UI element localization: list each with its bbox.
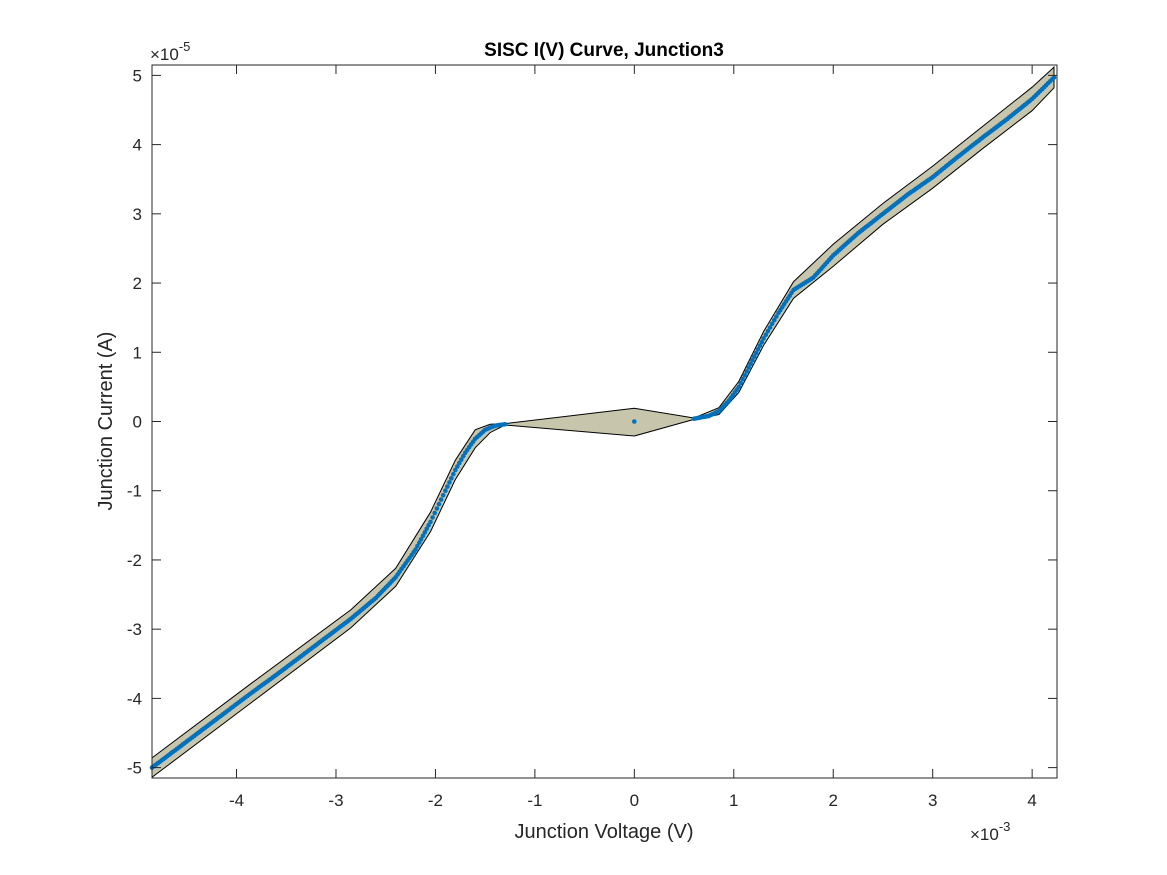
data-point xyxy=(455,464,460,469)
data-point xyxy=(436,501,442,507)
x-axis-ticks: -4 -3 -2 -1 0 1 2 3 4 xyxy=(229,65,1037,810)
x-tick-label: 3 xyxy=(928,791,937,810)
y-tick-label: -3 xyxy=(127,620,142,639)
y-tick-label: 4 xyxy=(133,136,142,155)
data-point xyxy=(502,422,508,427)
x-exponent-base: ×10 xyxy=(970,825,999,844)
y-exponent-base: ×10 xyxy=(150,45,179,64)
y-tick-label: 0 xyxy=(133,413,142,432)
confidence-band xyxy=(151,65,1055,779)
data-point xyxy=(736,384,742,390)
data-point xyxy=(413,547,418,552)
x-tick-label: -4 xyxy=(229,791,244,810)
y-axis-label: Junction Current (A) xyxy=(95,332,117,511)
data-point xyxy=(761,336,766,341)
x-axis-label: Junction Voltage (V) xyxy=(515,821,694,843)
data-point xyxy=(453,467,458,473)
x-tick-label: 2 xyxy=(829,791,838,810)
data-point xyxy=(772,317,777,323)
data-point xyxy=(750,357,755,363)
data-point xyxy=(752,354,757,359)
data-point xyxy=(438,497,444,502)
data-point xyxy=(451,471,456,477)
data-point xyxy=(757,343,763,349)
data-point xyxy=(434,506,440,511)
data-point xyxy=(742,373,747,378)
data-point xyxy=(769,321,775,327)
data-points xyxy=(149,75,1057,770)
x-exponent-power: -3 xyxy=(999,819,1011,834)
data-point xyxy=(415,543,420,549)
x-tick-label: 1 xyxy=(729,791,738,810)
data-point xyxy=(765,328,771,334)
x-exponent-label: ×10-3 xyxy=(970,819,1010,844)
y-tick-label: 5 xyxy=(133,66,142,85)
data-point xyxy=(632,419,637,424)
chart-title: SISC I(V) Curve, Junction3 xyxy=(484,40,724,61)
data-point xyxy=(759,339,765,345)
data-point xyxy=(420,533,426,538)
x-tick-label: -2 xyxy=(428,791,443,810)
data-point xyxy=(449,476,454,481)
y-tick-label: 3 xyxy=(133,205,142,224)
data-point xyxy=(755,347,761,352)
data-point xyxy=(763,332,769,338)
x-tick-label: 4 xyxy=(1027,791,1036,810)
data-point xyxy=(738,380,743,386)
data-point xyxy=(445,484,450,489)
x-tick-label: -3 xyxy=(328,791,343,810)
x-tick-label: 0 xyxy=(630,791,639,810)
data-point xyxy=(748,361,753,367)
data-point xyxy=(746,365,751,370)
data-point xyxy=(753,350,759,356)
y-tick-label: -1 xyxy=(127,482,142,501)
y-exponent-power: -5 xyxy=(179,39,191,54)
data-point xyxy=(457,460,462,466)
data-point xyxy=(459,457,464,462)
x-tick-label: -1 xyxy=(527,791,542,810)
data-point xyxy=(440,492,446,498)
data-point xyxy=(417,540,422,545)
y-tick-label: -2 xyxy=(127,551,142,570)
data-point xyxy=(428,519,433,525)
uncertainty-band xyxy=(151,65,1055,779)
data-point xyxy=(432,510,438,516)
y-tick-label: -5 xyxy=(127,759,142,778)
y-tick-label: -4 xyxy=(127,689,142,708)
data-point xyxy=(422,530,428,535)
y-tick-label: 1 xyxy=(133,343,142,362)
data-point xyxy=(740,376,745,382)
data-point xyxy=(774,314,779,319)
data-point xyxy=(424,526,430,532)
data-point xyxy=(461,453,466,459)
y-tick-label: 2 xyxy=(133,274,142,293)
data-point xyxy=(447,480,452,485)
y-exponent-label: ×10-5 xyxy=(150,39,190,64)
data-point xyxy=(744,369,749,374)
data-point xyxy=(443,488,448,494)
data-point xyxy=(426,523,431,528)
data-point xyxy=(767,325,773,330)
data-point xyxy=(418,536,424,542)
data-point xyxy=(1051,75,1057,80)
y-axis-ticks: -5 -4 -3 -2 -1 0 1 2 3 4 5 xyxy=(127,66,1057,778)
data-point xyxy=(430,515,435,520)
